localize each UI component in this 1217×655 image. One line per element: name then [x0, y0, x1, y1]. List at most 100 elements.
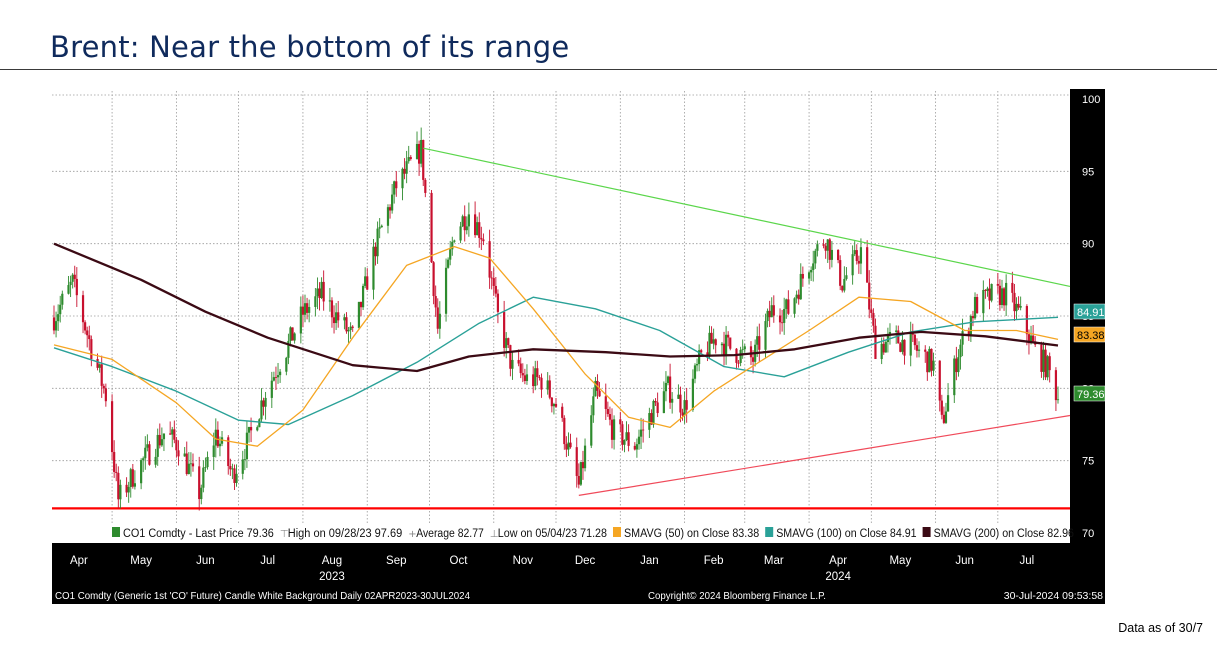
- candle-down: [839, 260, 842, 286]
- candle-up: [258, 419, 261, 428]
- candle-down: [540, 377, 543, 390]
- candle-down: [463, 216, 466, 231]
- candle-up: [973, 297, 977, 319]
- x-tick-label: Jun: [955, 555, 974, 567]
- candle-down: [351, 326, 354, 328]
- candle-up: [683, 400, 686, 416]
- candle-up: [594, 380, 597, 397]
- candle-up: [405, 161, 408, 174]
- candle-up: [648, 413, 651, 430]
- candle-down: [911, 333, 914, 335]
- candle-down: [96, 358, 99, 368]
- candle-down: [967, 331, 970, 335]
- candle-up: [69, 281, 72, 286]
- price-tag-bg: [1073, 303, 1105, 320]
- legend-label: High on 09/28/23 97.69: [288, 528, 402, 540]
- candle-down: [837, 249, 840, 261]
- candle-up: [465, 226, 468, 231]
- candle-up: [133, 483, 137, 487]
- candle-down: [115, 471, 118, 473]
- candle-down: [100, 364, 103, 386]
- candle-up: [1019, 306, 1022, 308]
- candle-down: [955, 358, 958, 373]
- chart-svg[interactable]: CO1 Comdty - Last Price 79.36 ⊤ High on 09…: [52, 89, 1105, 604]
- candle-down: [866, 247, 869, 283]
- candle-up: [119, 484, 122, 500]
- y-tick-label: 75: [1082, 456, 1094, 468]
- candle-up: [552, 403, 556, 407]
- candle-down: [432, 262, 435, 297]
- candle-down: [536, 368, 539, 378]
- candle-down: [424, 179, 427, 193]
- candle-down: [1002, 288, 1006, 306]
- candle-up: [708, 332, 711, 357]
- candle-up: [691, 378, 695, 410]
- candle-down: [198, 466, 201, 500]
- candle-down: [1013, 292, 1016, 312]
- candle-down: [899, 343, 902, 352]
- candle-down: [1032, 335, 1035, 342]
- chart-panel[interactable]: CO1 Comdty - Last Price 79.36 ⊤ High on 09…: [52, 89, 1105, 604]
- candle-down: [710, 332, 713, 344]
- candle-up: [961, 331, 964, 345]
- x-tick-label: Jul: [1020, 555, 1035, 567]
- candle-down: [654, 400, 657, 403]
- candle-up: [826, 239, 829, 251]
- candle-down: [569, 442, 572, 448]
- candle-down: [90, 339, 93, 359]
- candle-up: [662, 391, 665, 414]
- price-tag-label: 79.36: [1077, 389, 1105, 401]
- candle-up: [314, 296, 317, 307]
- candle-down: [158, 434, 161, 446]
- candle-down: [554, 403, 558, 407]
- candle-up: [785, 299, 788, 309]
- candle-up: [461, 216, 464, 227]
- y-tick-label: 100: [1082, 94, 1100, 106]
- candle-down: [417, 143, 421, 164]
- x-tick-label: Apr: [70, 555, 88, 567]
- candle-down: [322, 281, 325, 302]
- candle-up: [1056, 399, 1060, 401]
- candle-up: [959, 344, 962, 358]
- candle-up: [349, 326, 352, 331]
- candle-up: [57, 314, 60, 322]
- x-tick-label: Nov: [513, 555, 534, 567]
- candle-up: [343, 317, 346, 321]
- trendline-upper: [423, 147, 1071, 288]
- candle-down: [359, 301, 363, 308]
- candle-down: [104, 388, 107, 402]
- candle-up: [386, 207, 390, 226]
- candle-down: [975, 297, 979, 314]
- candle-down: [940, 400, 943, 415]
- x-tick-label: Dec: [575, 555, 596, 567]
- candle-down: [874, 325, 877, 360]
- legend-swatch: [112, 527, 120, 537]
- candle-up: [160, 439, 163, 446]
- candle-down: [125, 484, 128, 493]
- candle-up: [140, 460, 143, 484]
- candle-down: [608, 414, 612, 420]
- candle-up: [376, 228, 379, 257]
- candle-up: [909, 333, 912, 356]
- candle-up: [799, 273, 802, 300]
- candle-up: [444, 267, 448, 314]
- candle-up: [316, 288, 319, 297]
- candle-up: [162, 433, 166, 440]
- candle-down: [488, 241, 491, 278]
- candle-down: [913, 334, 916, 346]
- candle-up: [467, 214, 470, 227]
- candle-up: [766, 310, 769, 322]
- candle-down: [318, 288, 321, 299]
- candle-down: [490, 277, 493, 279]
- candle-down: [550, 397, 553, 407]
- candle-up: [154, 456, 157, 465]
- candle-down: [131, 469, 134, 487]
- candle-up: [635, 444, 639, 450]
- candle-down: [430, 192, 433, 263]
- candle-down: [191, 463, 195, 467]
- candle-down: [942, 414, 946, 423]
- legend-label: Low on 05/04/23 71.28: [498, 528, 607, 540]
- candle-up: [156, 434, 159, 457]
- data-as-of-note: Data as of 30/7: [1118, 621, 1203, 635]
- candle-down: [532, 374, 535, 387]
